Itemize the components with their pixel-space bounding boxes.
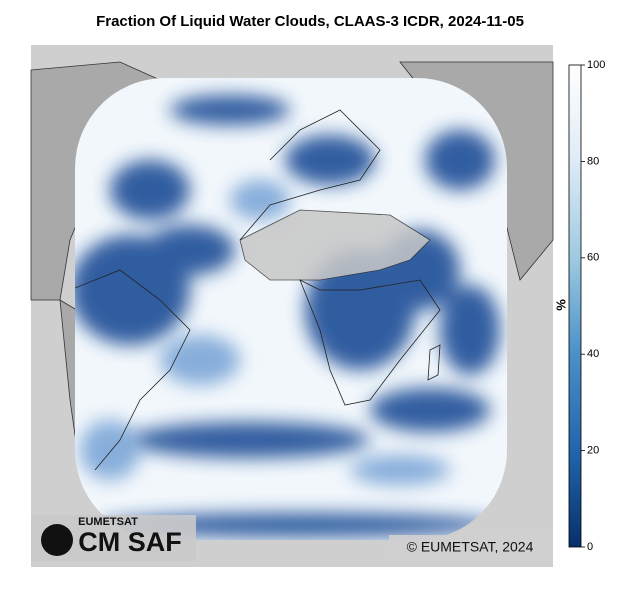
colorbar-tick-label: 20 (587, 445, 599, 457)
colorbar-tick-label: 60 (587, 252, 599, 264)
colorbar-tick-label: 0 (587, 541, 593, 553)
copyright: © EUMETSAT, 2024 (407, 539, 534, 555)
title: Fraction Of Liquid Water Clouds, CLAAS-3… (96, 13, 524, 30)
colorbar-tick-label: 40 (587, 348, 599, 360)
colorbar-tick-label: 100 (587, 59, 605, 71)
cloud-field (75, 78, 507, 540)
colorbar-tick-label: 80 (587, 155, 599, 167)
logo-top: EUMETSAT (78, 516, 138, 528)
logo-name: CM SAF (78, 527, 182, 557)
logo-icon (41, 524, 73, 556)
copyright-box (389, 535, 553, 561)
colorbar-label: % (553, 299, 568, 311)
colorbar (568, 64, 582, 548)
